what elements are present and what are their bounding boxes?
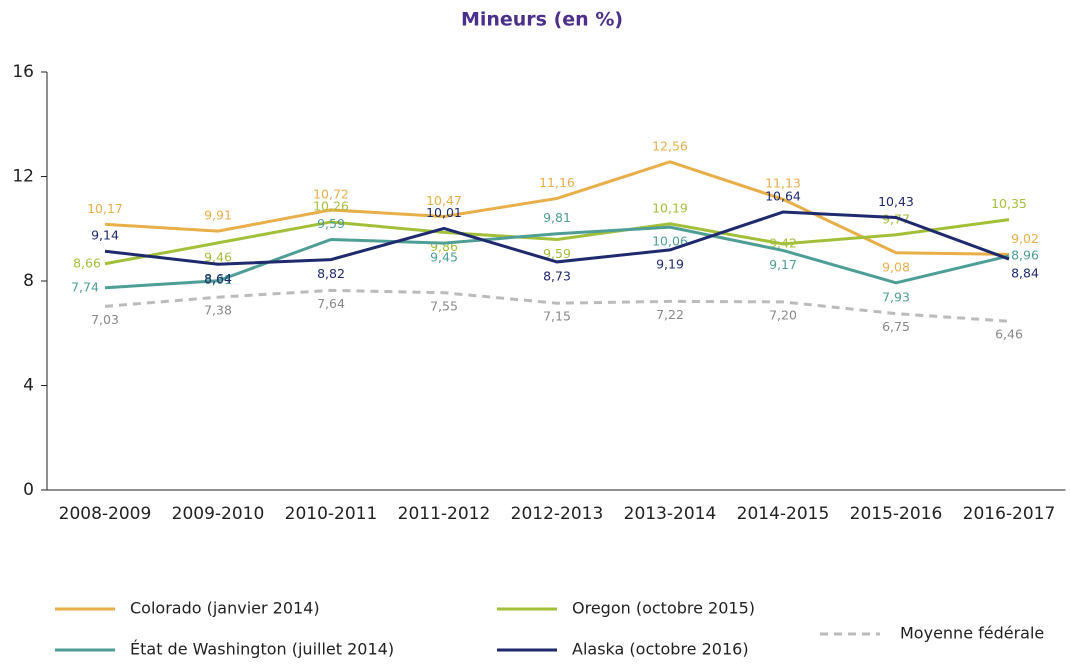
value-label: 7,93 [882,289,910,304]
value-label: 10,06 [652,234,688,249]
value-label: 9,14 [91,228,119,243]
value-label: 7,38 [204,303,232,318]
chart-title: Mineurs (en %) [461,9,623,31]
legend-label: Colorado (janvier 2014) [130,599,320,618]
value-label: 8,84 [1011,266,1039,281]
value-label: 9,81 [543,210,571,225]
y-tick-label: 16 [12,62,34,82]
legend-label: Moyenne fédérale [900,624,1044,643]
value-label: 7,03 [91,312,119,327]
x-tick-label: 2012-2013 [511,504,604,524]
x-tick-label: 2010-2011 [285,504,378,524]
value-label: 7,64 [317,296,345,311]
value-label: 10,64 [765,189,801,204]
x-tick-label: 2015-2016 [850,504,943,524]
value-label: 9,02 [1011,231,1039,246]
series-line [104,288,1010,323]
series-line [104,225,1010,290]
x-tick-label: 2014-2015 [737,504,830,524]
x-tick-label: 2016-2017 [963,504,1056,524]
x-tick-label: 2008-2009 [59,504,152,524]
value-label: 10,17 [87,201,123,216]
y-tick-label: 12 [12,167,34,187]
x-tick-label: 2011-2012 [398,504,491,524]
legend-label: Alaska (octobre 2016) [572,640,749,659]
value-label: 9,42 [769,235,797,250]
value-label: 8,01 [204,272,232,287]
value-label: 8,73 [543,268,571,283]
series-line [104,210,1010,266]
value-label: 9,59 [317,216,345,231]
value-label: 9,91 [204,208,232,223]
value-label: 7,74 [71,279,99,294]
value-label: 9,46 [204,249,232,264]
value-label: 10,19 [652,200,688,215]
value-label: 12,56 [652,138,688,153]
value-label: 7,20 [769,307,797,322]
value-label: 7,55 [430,298,458,313]
value-label: 8,64 [204,271,232,286]
value-label: 9,08 [882,259,910,274]
value-label: 11,16 [539,175,575,190]
value-label: 9,59 [543,246,571,261]
value-label: 10,43 [878,194,914,209]
value-label: 11,13 [765,176,801,191]
value-label: 10,35 [991,196,1027,211]
value-label: 10,01 [426,205,462,220]
legend-label: État de Washington (juillet 2014) [130,640,394,659]
series-line [104,218,1010,266]
x-tick-label: 2009-2010 [172,504,265,524]
value-label: 10,26 [313,198,349,213]
value-label: 10,72 [313,186,349,201]
y-tick-label: 8 [23,271,34,291]
value-label: 8,66 [73,255,101,270]
series-line [104,160,1010,256]
value-label: 6,46 [995,327,1023,342]
y-tick-label: 0 [23,480,34,500]
x-tick-label: 2013-2014 [624,504,717,524]
y-tick-label: 4 [23,376,34,396]
legend-label: Oregon (octobre 2015) [572,599,755,618]
value-label: 8,82 [317,266,345,281]
value-label: 9,17 [769,257,797,272]
value-label: 7,22 [656,307,684,322]
value-label: 8,96 [1011,247,1039,262]
value-label: 7,15 [543,309,571,324]
value-label: 6,75 [882,319,910,334]
value-label: 10,47 [426,193,462,208]
value-label: 9,19 [656,256,684,271]
value-label: 9,45 [430,250,458,265]
